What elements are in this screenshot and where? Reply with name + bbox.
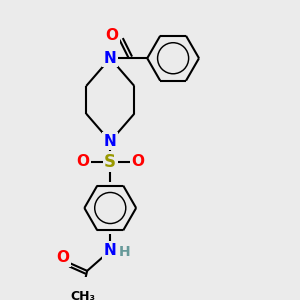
Text: O: O xyxy=(76,154,89,169)
Text: O: O xyxy=(57,250,70,266)
Text: O: O xyxy=(106,28,118,43)
Text: O: O xyxy=(131,154,145,169)
Text: S: S xyxy=(104,153,116,171)
Text: N: N xyxy=(104,134,117,149)
Text: N: N xyxy=(104,51,117,66)
Text: H: H xyxy=(119,245,131,260)
Text: N: N xyxy=(104,243,117,258)
Text: CH₃: CH₃ xyxy=(70,290,95,300)
